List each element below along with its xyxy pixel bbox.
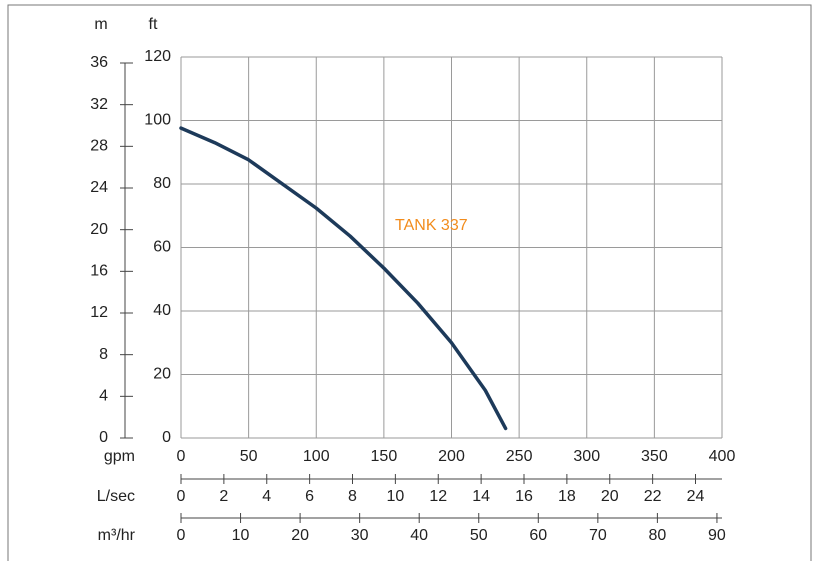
extra-tick-label: 60 [529, 527, 547, 544]
y2-tick-label: 8 [99, 346, 108, 363]
extra-tick-label: 20 [601, 488, 619, 505]
y2-tick-label: 0 [99, 429, 108, 446]
extra-tick-label: 70 [589, 527, 607, 544]
extra-tick-label: 14 [472, 488, 490, 505]
y-tick-label: 20 [153, 366, 171, 383]
extra-tick-label: 24 [687, 488, 705, 505]
extra-tick-label: 6 [305, 488, 314, 505]
extra-tick-label: 20 [291, 527, 309, 544]
extra-tick-label: 18 [558, 488, 576, 505]
extra-tick-label: 0 [177, 488, 186, 505]
extra-tick-label: 10 [386, 488, 404, 505]
extra-tick-label: 10 [232, 527, 250, 544]
y2-tick-label: 28 [90, 138, 108, 155]
y2-tick-label: 20 [90, 221, 108, 238]
extra-tick-label: 4 [262, 488, 271, 505]
y2-tick-label: 4 [99, 388, 108, 405]
x-tick-label: 150 [371, 448, 398, 465]
extra-tick-label: 22 [644, 488, 662, 505]
x-axis-label: gpm [104, 448, 135, 465]
y-axis-label: ft [149, 16, 158, 33]
frame [7, 4, 812, 561]
x-tick-label: 100 [303, 448, 330, 465]
y-tick-label: 0 [162, 429, 171, 446]
curve [179, 126, 508, 431]
x-tick-label: 0 [177, 448, 186, 465]
extra-axis-label: m³/hr [98, 527, 136, 544]
extra-tick-label: 2 [219, 488, 228, 505]
extra-tick-label: 30 [351, 527, 369, 544]
y-tick-label: 40 [153, 302, 171, 319]
y-tick-label: 60 [153, 239, 171, 256]
x-tick-label: 200 [438, 448, 465, 465]
y2-tick-label: 16 [90, 263, 108, 280]
extra-tick-label: 50 [470, 527, 488, 544]
x-tick-label: 50 [240, 448, 258, 465]
y2-tick-label: 12 [90, 304, 108, 321]
y2-axis-label: m [94, 16, 107, 33]
x-tick-label: 300 [573, 448, 600, 465]
extra-tick-label: 16 [515, 488, 533, 505]
y-tick-label: 80 [153, 175, 171, 192]
y-tick-label: 100 [144, 112, 171, 129]
x-tick-label: 350 [641, 448, 668, 465]
series-label: TANK 337 [395, 217, 468, 234]
y2-tick-label: 32 [90, 96, 108, 113]
extra-tick-label: 12 [429, 488, 447, 505]
y2-tick-label: 24 [90, 179, 108, 196]
y-tick-label: 120 [144, 48, 171, 65]
extra-tick-label: 8 [348, 488, 357, 505]
extra-tick-label: 0 [177, 527, 186, 544]
y2-tick-label: 36 [90, 54, 108, 71]
x-tick-label: 400 [709, 448, 736, 465]
extra-axis-label: L/sec [97, 488, 135, 505]
extra-tick-label: 90 [708, 527, 726, 544]
x-tick-label: 250 [506, 448, 533, 465]
extra-tick-label: 40 [410, 527, 428, 544]
extra-tick-label: 80 [648, 527, 666, 544]
